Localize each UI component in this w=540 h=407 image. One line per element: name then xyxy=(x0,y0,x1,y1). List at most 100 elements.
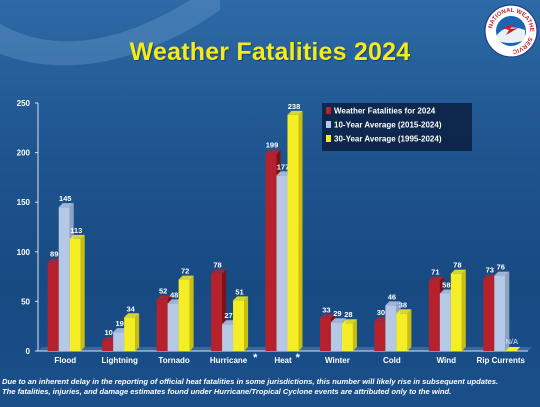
bar-side xyxy=(298,110,303,352)
data-label: 52 xyxy=(159,286,167,295)
bar xyxy=(58,207,70,351)
bar xyxy=(167,303,179,351)
data-label: 89 xyxy=(50,250,58,259)
bar-top xyxy=(265,149,281,154)
bar-top xyxy=(287,110,303,115)
bar xyxy=(494,275,506,351)
footnotes: Due to an inherent delay in the reportin… xyxy=(2,377,538,397)
x-tick-label: Tornado xyxy=(158,356,190,365)
y-tick-label: 200 xyxy=(17,149,31,158)
bar xyxy=(69,238,81,351)
bar xyxy=(156,299,168,351)
data-label: 28 xyxy=(344,310,352,319)
bar xyxy=(319,318,331,351)
data-label: 33 xyxy=(322,305,330,314)
bar xyxy=(265,153,277,351)
bar-top xyxy=(156,295,172,300)
y-tick-label: 250 xyxy=(17,99,31,108)
bar xyxy=(113,332,125,351)
bar-top xyxy=(124,313,140,318)
bar xyxy=(439,293,451,351)
data-label: 113 xyxy=(70,226,82,235)
x-tick-label: Rip Currents xyxy=(477,356,526,365)
bar xyxy=(102,341,114,351)
bar xyxy=(47,262,59,351)
bar-top xyxy=(330,318,346,323)
bar xyxy=(233,300,245,351)
bar xyxy=(211,273,223,351)
x-tick-label: Heat xyxy=(274,356,292,365)
legend-swatch xyxy=(326,121,331,128)
legend-box xyxy=(322,103,472,151)
bar-top xyxy=(428,276,444,281)
legend-label: 30-Year Average (1995-2024) xyxy=(334,135,442,144)
data-label: 48 xyxy=(170,290,178,299)
bar xyxy=(396,313,408,351)
data-label: 76 xyxy=(497,263,505,272)
bar-top xyxy=(58,203,74,208)
x-tick-label: Cold xyxy=(383,356,401,365)
legend-label: 10-Year Average (2015-2024) xyxy=(334,121,442,130)
data-label: 238 xyxy=(288,102,301,111)
bar-side xyxy=(244,296,249,351)
bar xyxy=(450,273,462,351)
x-tick-label: Lightning xyxy=(101,356,138,365)
bar-top xyxy=(385,301,401,306)
bar-side xyxy=(80,234,85,351)
bar xyxy=(178,279,190,351)
data-label: 10 xyxy=(104,328,112,337)
x-tick-label: Flood xyxy=(54,356,76,365)
data-label: 19 xyxy=(115,319,123,328)
legend-swatch xyxy=(326,107,331,114)
data-label: 27 xyxy=(224,311,232,320)
footnote-heat: Due to an inherent delay in the reportin… xyxy=(2,377,499,386)
bar-side xyxy=(189,275,194,351)
y-tick-label: 150 xyxy=(17,198,31,207)
data-label: N/A xyxy=(506,337,519,346)
data-label: 78 xyxy=(453,261,461,270)
bar xyxy=(124,317,136,351)
data-label: 29 xyxy=(333,309,341,318)
data-label: 46 xyxy=(388,292,396,301)
bar xyxy=(483,278,495,351)
bar-top xyxy=(233,296,249,301)
bar-top xyxy=(494,271,510,276)
page-title: Weather Fatalities 2024 xyxy=(129,38,411,66)
bar xyxy=(385,305,397,351)
bar xyxy=(287,114,299,352)
nws-logo: NATIONAL WEATHER SERVICE xyxy=(484,4,538,58)
data-label: 145 xyxy=(59,194,72,203)
data-label: 38 xyxy=(399,300,407,309)
y-tick-label: 50 xyxy=(21,297,30,306)
bar-top xyxy=(319,314,335,319)
y-tick-label: 100 xyxy=(17,248,31,257)
bar xyxy=(374,321,386,351)
bar xyxy=(428,280,440,351)
data-label: 58 xyxy=(442,280,450,289)
bar-top xyxy=(341,319,357,324)
bar-top xyxy=(69,234,85,239)
bar-top xyxy=(178,275,194,280)
bar-top xyxy=(396,309,412,314)
bar xyxy=(330,322,342,351)
bar-side xyxy=(461,269,466,351)
bar-top xyxy=(211,269,227,274)
data-label: 72 xyxy=(181,267,189,276)
data-label: 78 xyxy=(213,261,221,270)
background-swoosh xyxy=(0,0,220,66)
data-label: 73 xyxy=(486,266,494,275)
bar-top xyxy=(450,269,466,274)
data-label: 199 xyxy=(266,141,279,150)
bar-side xyxy=(505,271,510,351)
data-label: 30 xyxy=(377,308,385,317)
bar xyxy=(276,175,288,351)
data-label: 34 xyxy=(126,304,135,313)
footnote-marker: * xyxy=(253,352,258,364)
x-tick-label: Hurricane xyxy=(210,356,248,365)
bar xyxy=(222,324,234,351)
bar-side xyxy=(352,319,357,351)
bar-zero xyxy=(505,347,521,351)
footnote-hurricane: The fatalities, injuries, and damage est… xyxy=(2,387,452,396)
legend-swatch xyxy=(326,135,331,142)
